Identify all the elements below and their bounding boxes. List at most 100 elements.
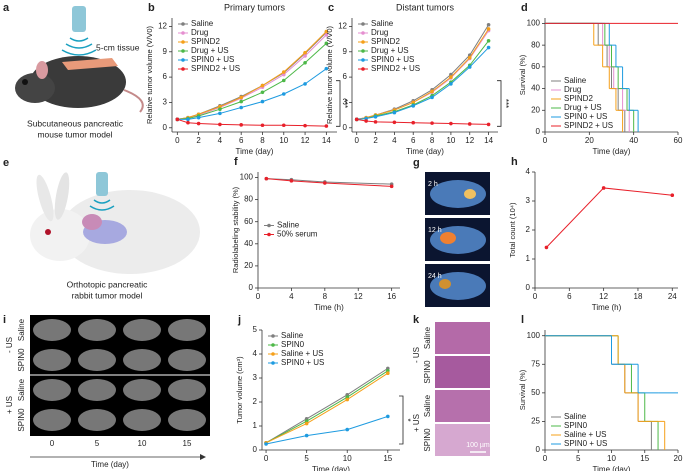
legend-label: Saline + US [564,430,606,439]
data-point [544,245,549,250]
series-line [266,178,392,187]
data-point [260,123,265,128]
data-point [364,119,368,123]
data-point [389,184,394,189]
y-axis-label: Total count (10⁴) [508,202,517,257]
y-tick-label: 12 [338,22,347,31]
x-tick-label: 2 [196,136,201,145]
data-point [324,41,329,46]
legend-marker [181,67,185,71]
y-tick-label: 0 [249,283,254,292]
x-tick-label: 12 [354,292,363,301]
legend-marker [181,58,185,62]
y-axis-label: Survival (%) [518,54,527,95]
data-point [218,111,222,116]
y-axis-label: Survival (%) [518,369,527,410]
x-tick-label: 8 [323,292,328,301]
x-tick-label: 24 [668,292,677,301]
data-point [239,123,243,127]
data-point [324,29,329,34]
image-label: 2 h [428,181,438,188]
data-point [260,90,265,95]
data-point [186,117,190,122]
x-tick-label: 0 [264,454,269,463]
data-point [260,99,265,104]
data-point [186,120,190,125]
legend-marker [271,343,275,347]
x-tick-label: 0 [543,454,548,463]
y-tick-label: 12 [158,22,167,31]
x-tick-label: 0 [256,292,261,301]
x-axis-label: Time (h) [592,303,622,312]
y-tick-label: 9 [343,47,348,56]
data-point [486,22,491,27]
x-tick-label: 4 [289,292,294,301]
scale-label: 100 µm [466,442,490,449]
series-line [265,415,388,445]
panel-label: f [234,156,238,168]
group-label: + US [5,396,14,414]
data-point [175,117,180,122]
data-point [449,75,453,79]
legend-label: Saline [277,221,300,230]
x-axis-label: Time (day) [312,465,350,471]
legend-label: Saline + US [281,349,323,358]
data-point [196,115,201,120]
legend-label: SPIN0 [281,340,305,349]
data-point [467,65,472,69]
group-label: - US [412,347,421,363]
data-point [281,70,286,74]
x-axis-label: Time (day) [406,147,444,156]
legend-label: Saline [564,76,587,85]
y-tick-label: 3 [163,98,168,107]
data-point [364,116,368,121]
x-tick-label: 5 [304,454,309,463]
legend-marker [181,49,185,53]
x-tick-label: 12 [465,136,474,145]
data-point [411,104,416,108]
legend-label: SPIN0 + US [191,55,234,64]
legend-label: SPIN0 + US [564,439,607,448]
x-tick-label: 5 [576,454,581,463]
y-tick-label: 0 [526,283,531,292]
y-tick-label: 80 [531,40,540,49]
x-tick-label: 12 [599,292,608,301]
y-tick-label: 25 [531,417,540,426]
legend-marker [361,67,365,71]
legend-label: Drug [564,85,581,94]
data-point [449,121,453,126]
data-point [411,100,416,105]
day-label: 5 [95,439,100,448]
legend-label: SPIN0 [564,421,588,430]
data-point [239,105,243,110]
image-label: 24 h [428,273,442,280]
legend-label: SPIND2 + US [371,64,420,73]
panel-label: c [328,2,334,14]
data-point [264,176,269,181]
series-line [265,367,389,444]
legend-marker [267,232,271,237]
data-point [430,121,434,125]
data-point [449,82,453,86]
series-line [546,187,673,248]
mouse-illustration [15,6,144,113]
data-point [264,442,268,446]
row-label: Saline [423,326,432,349]
y-tick-label: 3 [253,373,258,382]
y-tick-label: 80 [244,195,253,204]
significance-bracket [497,80,502,127]
legend-label: SPIN0 + US [371,55,414,64]
y-tick-label: 60 [531,62,540,71]
data-point [281,78,286,83]
series-line [177,68,327,120]
legend-marker [361,22,365,26]
data-point [303,82,307,86]
legend-label: Drug [371,28,388,37]
x-tick-label: 0 [175,136,180,145]
data-point [486,27,491,31]
legend-label: SPIND2 + US [564,121,613,130]
data-point [304,421,309,426]
y-tick-label: 75 [531,359,540,368]
image-label: 12 h [428,227,442,234]
group-label: + US [412,414,421,432]
